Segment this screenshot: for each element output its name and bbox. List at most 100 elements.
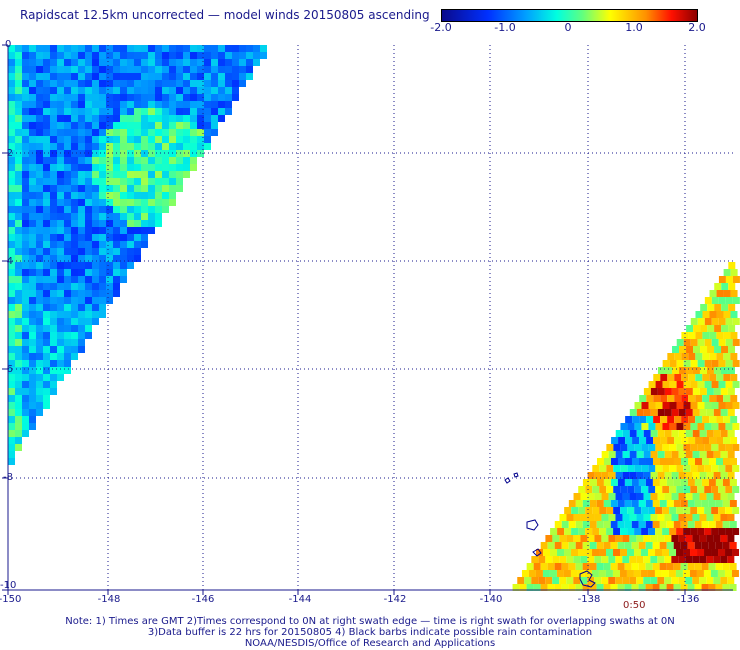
wind-cell xyxy=(176,178,183,185)
wind-cell xyxy=(57,94,64,101)
wind-cell xyxy=(730,290,738,297)
wind-cell xyxy=(697,339,705,346)
wind-cell xyxy=(141,234,148,241)
wind-cell xyxy=(683,402,691,409)
wind-cell xyxy=(598,570,606,577)
wind-cell xyxy=(716,437,724,444)
wind-cell xyxy=(176,94,183,101)
wind-cell xyxy=(218,87,225,94)
wind-cell xyxy=(43,73,50,80)
wind-cell xyxy=(29,269,36,276)
wind-cell xyxy=(662,402,670,409)
wind-cell xyxy=(29,66,36,73)
wind-cell xyxy=(694,542,702,549)
wind-cell xyxy=(15,59,22,66)
wind-cell xyxy=(688,416,696,423)
wind-cell xyxy=(655,465,663,472)
wind-cell xyxy=(650,556,658,563)
wind-cell xyxy=(15,332,22,339)
wind-cell xyxy=(22,115,29,122)
wind-cell xyxy=(636,451,644,458)
wind-cell xyxy=(722,479,730,486)
wind-cell xyxy=(64,241,71,248)
wind-cell xyxy=(8,241,15,248)
wind-cell xyxy=(718,549,726,556)
wind-cell xyxy=(662,486,670,493)
wind-cell xyxy=(22,283,29,290)
wind-cell xyxy=(603,542,611,549)
wind-cell xyxy=(57,297,64,304)
wind-cell xyxy=(725,507,733,514)
wind-cell xyxy=(592,486,600,493)
wind-cell xyxy=(662,423,670,430)
wind-cell xyxy=(8,220,15,227)
wind-cell xyxy=(695,395,703,402)
wind-cell xyxy=(580,577,588,584)
wind-cell xyxy=(106,143,113,150)
wind-cell xyxy=(662,528,670,535)
wind-cell xyxy=(723,311,731,318)
wind-cell xyxy=(120,269,127,276)
wind-cell xyxy=(239,45,246,52)
wind-cell xyxy=(592,507,600,514)
wind-cell xyxy=(120,241,127,248)
wind-cell xyxy=(36,367,43,374)
wind-cell xyxy=(162,206,169,213)
wind-cell xyxy=(674,374,682,381)
wind-cell xyxy=(99,276,106,283)
wind-cell xyxy=(709,290,717,297)
wind-cell xyxy=(141,73,148,80)
wind-cell xyxy=(692,472,700,479)
wind-cell xyxy=(582,500,590,507)
wind-cell xyxy=(15,241,22,248)
wind-cell xyxy=(197,66,204,73)
wind-cell xyxy=(676,465,684,472)
wind-cell xyxy=(57,325,64,332)
wind-cell xyxy=(197,101,204,108)
wind-cell xyxy=(43,66,50,73)
wind-cell xyxy=(204,101,211,108)
wind-cell xyxy=(22,143,29,150)
wind-cell xyxy=(720,367,728,374)
wind-cell xyxy=(127,136,134,143)
wind-cell xyxy=(531,577,539,584)
wind-cell xyxy=(113,157,120,164)
wind-cell xyxy=(36,45,43,52)
wind-cell xyxy=(57,45,64,52)
wind-cell xyxy=(653,395,661,402)
wind-cell xyxy=(71,206,78,213)
wind-cell xyxy=(29,73,36,80)
wind-cell xyxy=(707,346,715,353)
wind-cell xyxy=(169,66,176,73)
wind-cell xyxy=(15,150,22,157)
wind-cell xyxy=(134,171,141,178)
wind-cell xyxy=(613,444,621,451)
wind-cell xyxy=(570,570,578,577)
wind-cell xyxy=(683,549,691,556)
wind-cell xyxy=(8,171,15,178)
wind-cell xyxy=(71,185,78,192)
wind-cell xyxy=(169,199,176,206)
colorbar-label-min: -2.0 xyxy=(430,21,452,34)
wind-cell xyxy=(657,556,665,563)
wind-cell xyxy=(650,409,658,416)
wind-cell xyxy=(679,346,687,353)
wind-cell xyxy=(36,150,43,157)
wind-cell xyxy=(120,66,127,73)
wind-cell xyxy=(664,514,672,521)
wind-cell xyxy=(162,171,169,178)
wind-cell xyxy=(85,143,92,150)
wind-cell xyxy=(587,556,595,563)
wind-cell xyxy=(204,73,211,80)
wind-cell xyxy=(669,486,677,493)
wind-cell xyxy=(575,500,583,507)
wind-cell xyxy=(64,206,71,213)
wind-cell xyxy=(648,486,656,493)
wind-cell xyxy=(15,395,22,402)
wind-cell xyxy=(715,542,723,549)
wind-cell xyxy=(701,584,709,591)
wind-cell xyxy=(629,556,637,563)
wind-cell xyxy=(690,507,698,514)
wind-cell xyxy=(517,577,525,584)
